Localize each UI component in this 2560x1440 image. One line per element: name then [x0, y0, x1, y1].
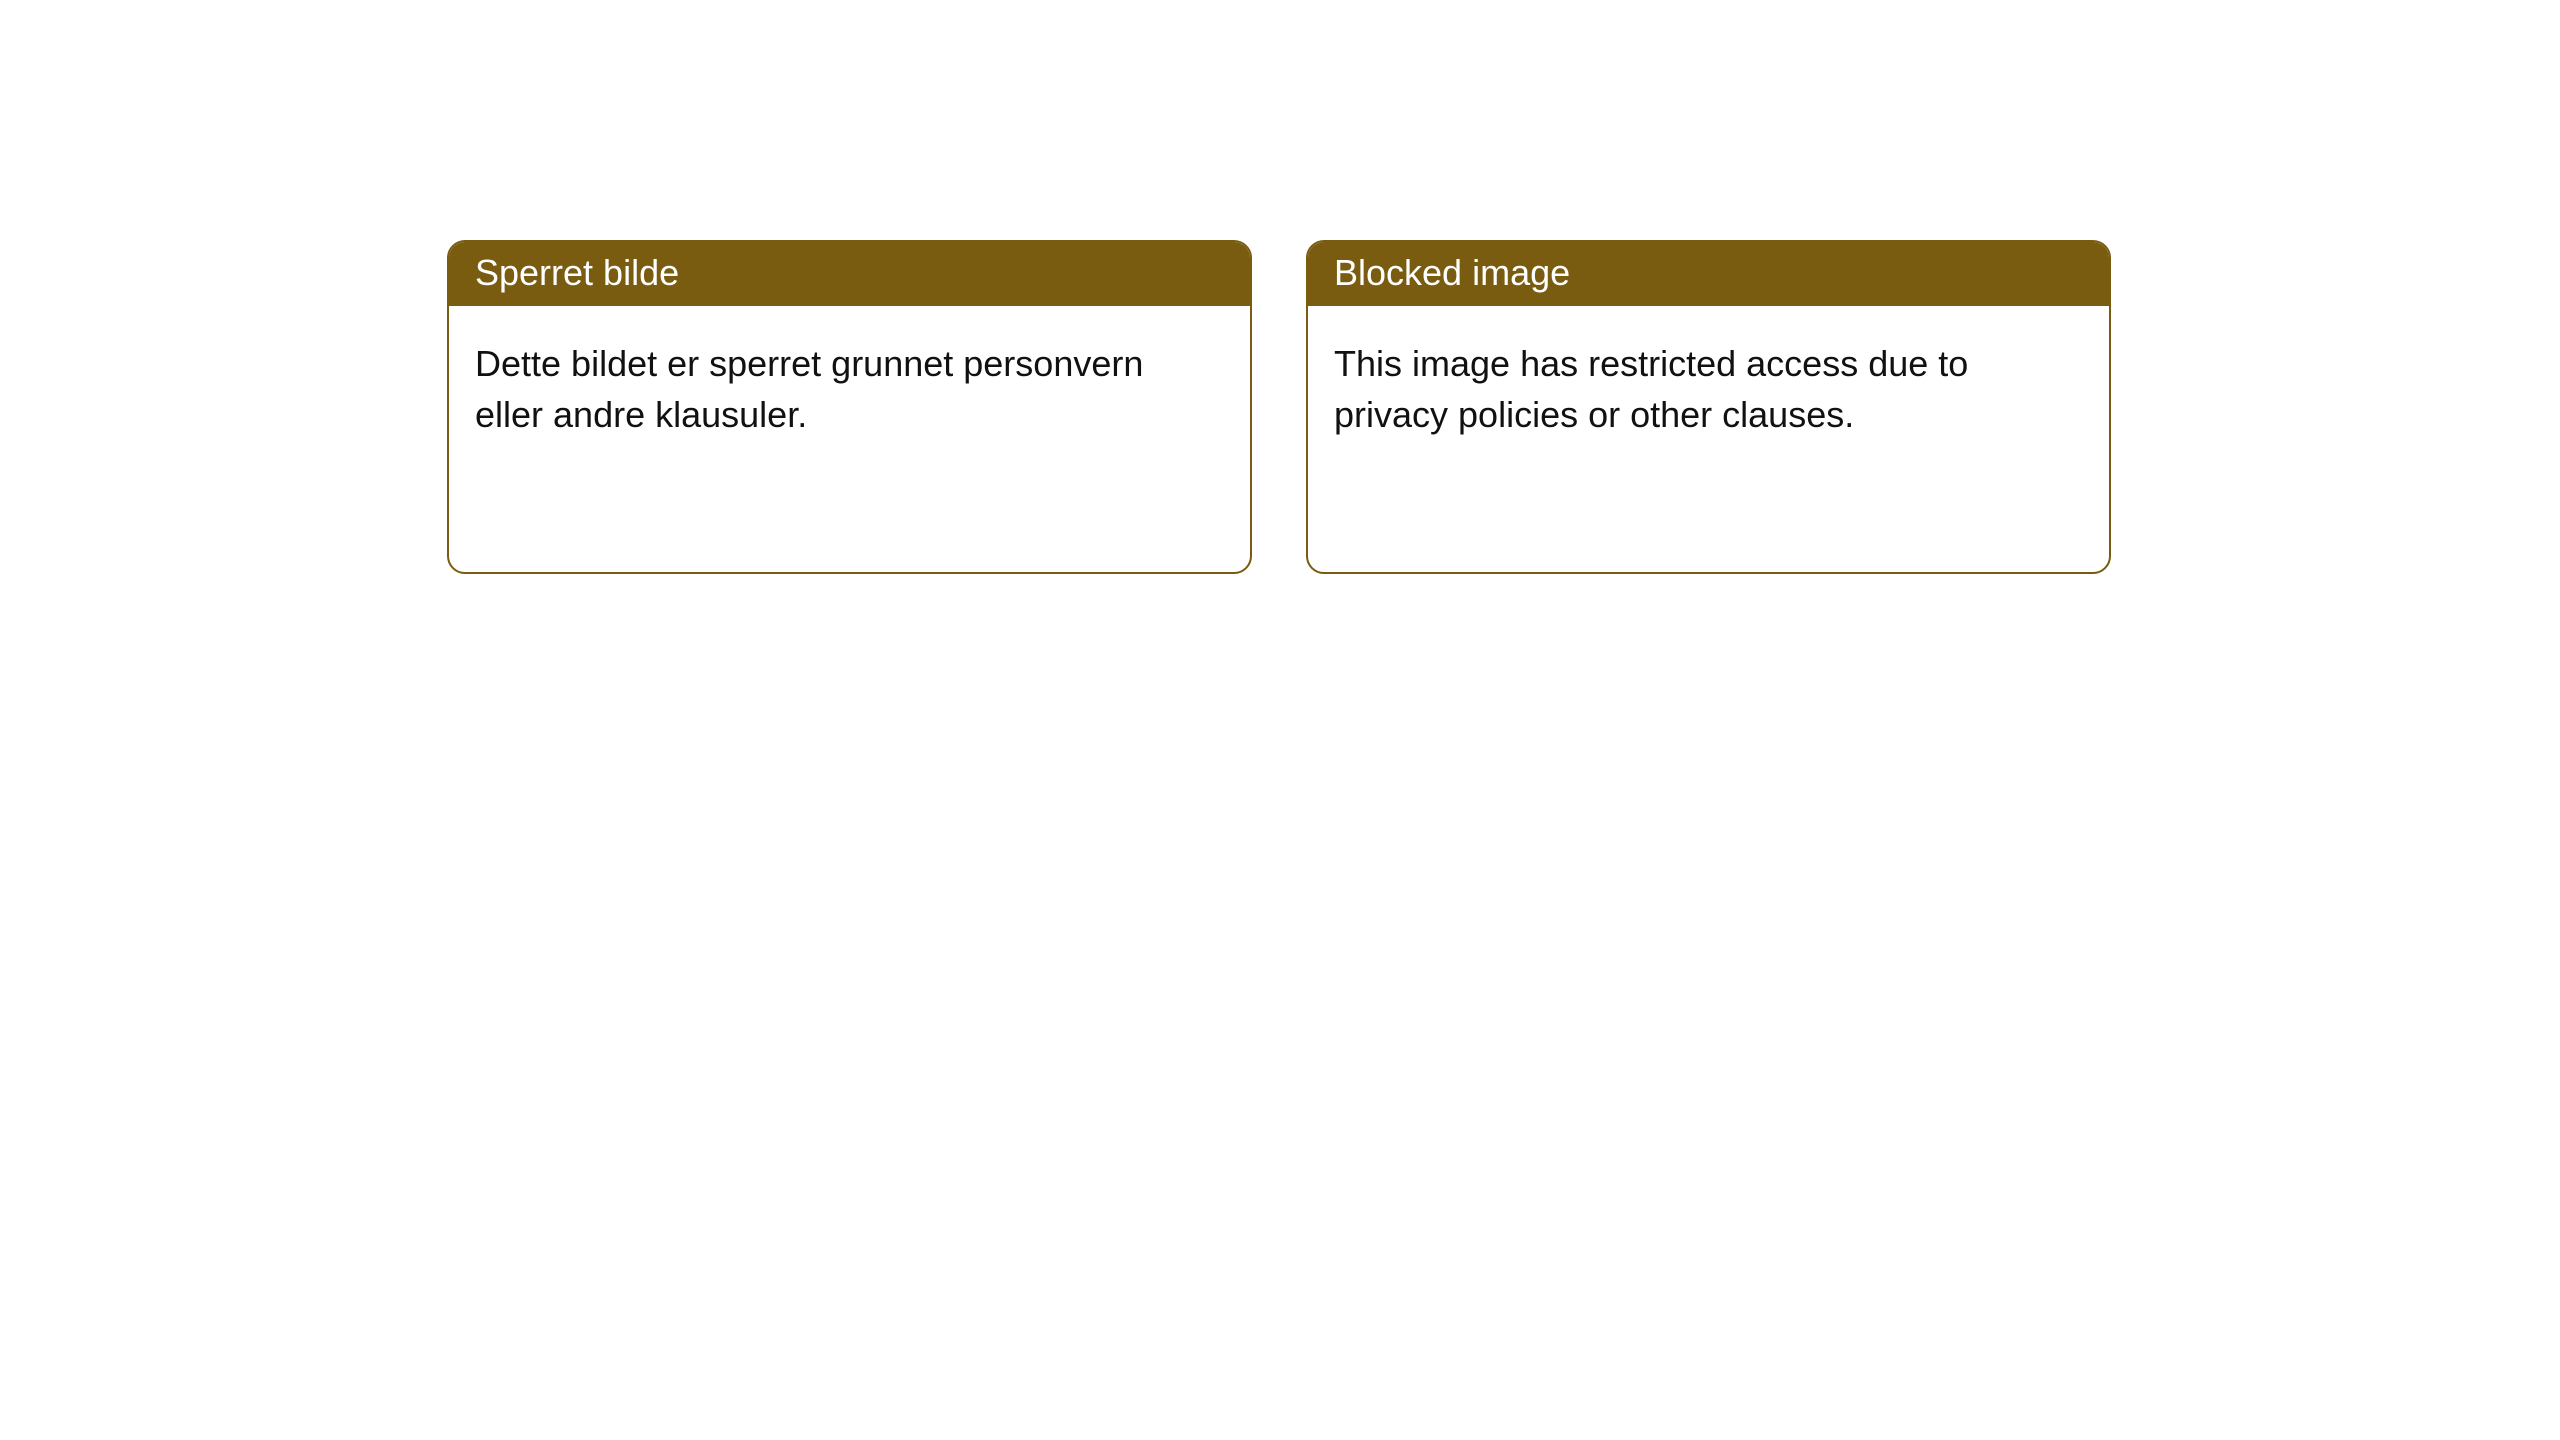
notice-title: Sperret bilde — [475, 252, 679, 294]
notice-title: Blocked image — [1334, 252, 1570, 294]
notice-message: This image has restricted access due to … — [1334, 338, 2014, 440]
notice-card-norwegian: Sperret bilde Dette bildet er sperret gr… — [447, 240, 1252, 574]
notice-header: Sperret bilde — [449, 242, 1250, 306]
notice-body: This image has restricted access due to … — [1308, 306, 2109, 472]
notice-header: Blocked image — [1308, 242, 2109, 306]
notice-body: Dette bildet er sperret grunnet personve… — [449, 306, 1250, 472]
notice-cards-container: Sperret bilde Dette bildet er sperret gr… — [447, 240, 2111, 574]
notice-card-english: Blocked image This image has restricted … — [1306, 240, 2111, 574]
notice-message: Dette bildet er sperret grunnet personve… — [475, 338, 1155, 440]
